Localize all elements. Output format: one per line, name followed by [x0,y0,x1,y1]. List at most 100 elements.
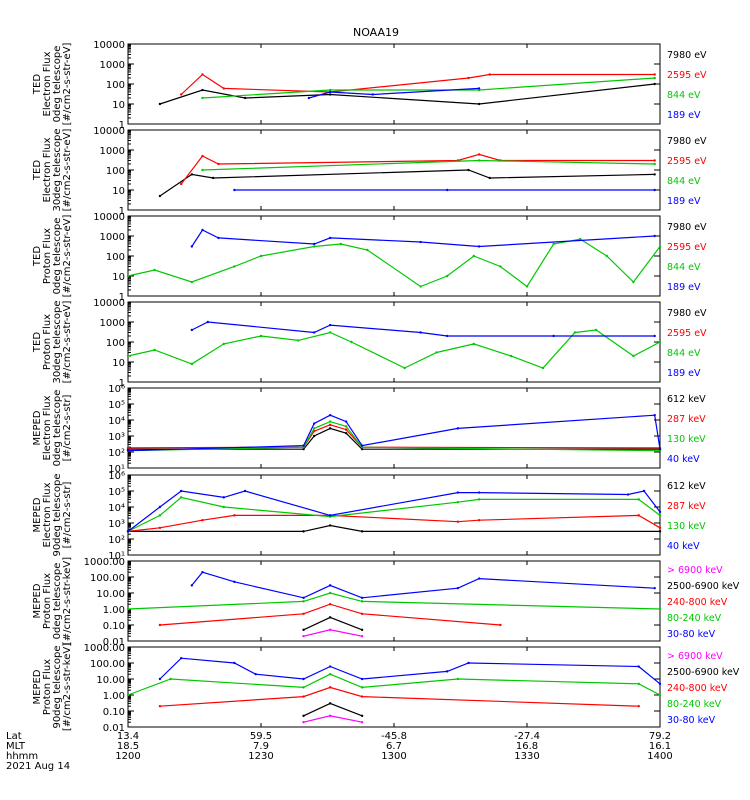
panel-2: 1 10 100 1000 10000 TEDElectron Flux30deg tel… [32,126,707,217]
data-point [499,265,502,268]
data-point [328,665,332,668]
data-point [328,672,332,676]
data-point [477,245,481,248]
data-point [653,334,656,338]
y-axis-label-line: Electron Flux [42,395,53,460]
data-point [626,493,630,496]
legend-entry: 612 keV [667,394,706,405]
data-point [658,530,662,533]
y-axis-label-line: Proton Flux [42,659,53,715]
series-line [303,616,363,631]
panel-3: 1 10 100 1000 10000 TEDProton Flux0deg telesc… [32,212,707,303]
legend-entry: 7980 eV [667,136,707,147]
data-point [233,580,236,584]
data-point [653,76,656,80]
data-point [605,254,608,258]
legend-entry: 40 keV [667,541,700,552]
data-point [126,530,130,533]
y-tick-label: 100 [106,166,125,177]
data-point [360,596,364,600]
series-line [159,83,655,105]
data-point [658,245,662,248]
y-tick-label: 10 [112,272,125,283]
data-point [158,704,162,708]
data-point [658,447,662,451]
panel-6: 10¹ 10² 10³ 10⁴ 10⁵ 10⁶ MEPEDElectron Flux90de… [32,471,706,562]
data-point [637,498,640,501]
y-axis-label-line: [#/cm2-s-str] [62,481,73,548]
data-point [233,661,236,665]
y-axis-label-line: Electron Flux [42,482,53,547]
y-tick-label: 100.00 [90,659,125,670]
data-point [456,491,460,494]
y-tick-label: 10⁴ [108,416,125,427]
data-point [653,162,656,166]
data-point [653,188,656,192]
legend-entry: > 6900 keV [667,565,723,576]
y-axis-label-line: [#/cm2-s-str-keV] [62,557,73,645]
data-point [328,88,332,92]
legend-entry: 287 keV [667,501,706,512]
data-point [360,634,364,638]
panel-frame [127,43,661,125]
data-point [180,182,183,186]
y-tick-label: 1000 [100,146,125,157]
data-point [302,634,305,638]
data-point [499,623,502,627]
series-line [191,229,655,248]
y-axis-label: TEDProton Flux0deg telescope[#/cm2-s-str… [32,215,73,298]
y-tick-label: 100 [106,252,125,263]
panel-8: 0.01 0.10 1.00 10.00 100.00 1000.00 MEPEDProto… [32,643,740,734]
data-point [328,331,332,334]
y-axis-label-line: Proton Flux [42,314,53,370]
y-axis-label-line: 30deg telescope [52,128,63,211]
legend-entry: 130 keV [667,434,706,445]
data-point [259,334,263,338]
data-point [594,328,598,332]
y-axis-label-line: MEPED [32,497,43,532]
series-line [127,490,661,532]
data-point [201,88,204,92]
data-point [313,427,316,430]
data-point [222,87,225,90]
y-tick-label: 10000 [93,298,125,309]
y-tick-label: 10² [108,535,125,546]
data-point [307,96,311,100]
data-point [658,526,662,530]
data-point [632,354,635,358]
data-point [297,339,300,342]
data-point [328,323,332,327]
data-point [126,607,130,611]
y-axis-label: MEPEDProton Flux0deg telescope[#/cm2-s-s… [32,557,73,645]
data-point [637,704,640,708]
y-tick-label: 1000.00 [84,557,125,568]
y-tick-label: 1.00 [103,605,125,616]
legend-entry: 287 keV [667,414,706,425]
y-axis-label-line: 90deg telescope [52,473,63,556]
y-axis-label-line: 0deg telescope [52,390,63,467]
data-point [360,628,364,632]
x-row-label: MLT [6,741,26,752]
data-point [344,431,348,435]
x-row-label: Lat [6,731,22,742]
data-point [222,505,225,509]
y-tick-label: 10⁵ [108,400,125,411]
data-point [552,242,555,246]
x-tick-label: 1200 [115,751,140,762]
data-point [477,153,481,156]
legend-entry: 40 keV [667,454,700,465]
data-point [328,413,332,417]
x-tick-label: 18.5 [117,741,139,752]
legend-entry: 612 keV [667,481,706,492]
series-line [191,571,655,599]
y-tick-label: 1 [119,120,125,131]
legend-entry: 189 eV [667,196,701,207]
y-axis-label-line: [#/cm2-s-str-eV] [62,43,73,126]
data-point [302,720,305,724]
data-point [233,265,236,268]
data-point [658,682,662,686]
data-point [573,331,577,334]
legend-entry: 189 eV [667,368,701,379]
y-axis-label-line: TED [32,74,43,95]
data-point [158,102,162,106]
